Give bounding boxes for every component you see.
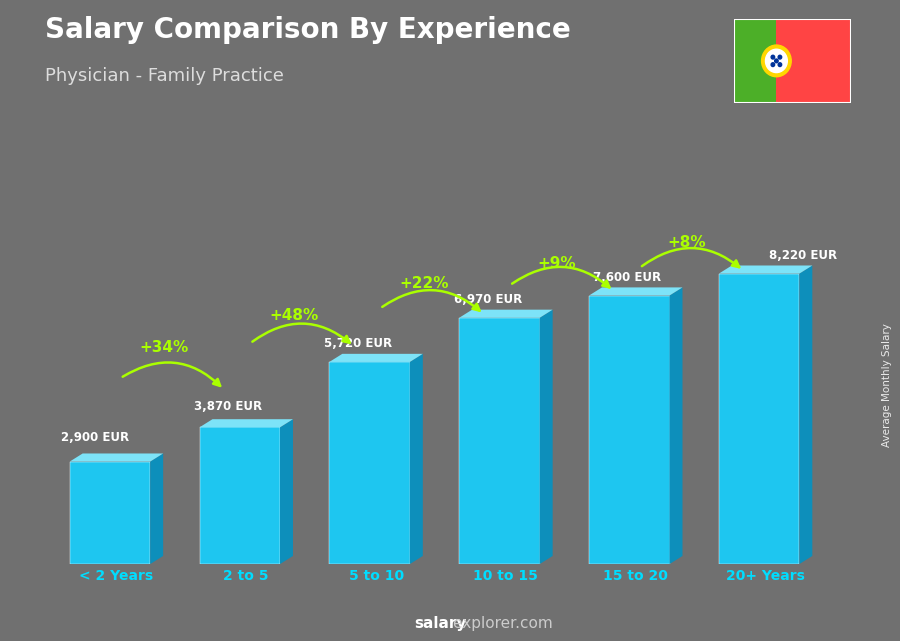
- Polygon shape: [280, 419, 293, 564]
- Text: < 2 Years: < 2 Years: [79, 569, 154, 583]
- Text: +9%: +9%: [537, 256, 576, 271]
- Text: 15 to 20: 15 to 20: [603, 569, 668, 583]
- Text: explorer.com: explorer.com: [414, 617, 553, 631]
- Circle shape: [778, 63, 782, 67]
- Text: 6,970 EUR: 6,970 EUR: [454, 293, 522, 306]
- Text: 3,870 EUR: 3,870 EUR: [194, 400, 263, 413]
- Polygon shape: [150, 453, 163, 564]
- Text: 8,220 EUR: 8,220 EUR: [770, 249, 838, 262]
- Text: 2 to 5: 2 to 5: [223, 569, 269, 583]
- Text: 5 to 10: 5 to 10: [348, 569, 403, 583]
- Polygon shape: [200, 428, 280, 564]
- Polygon shape: [589, 287, 682, 296]
- Text: salary: salary: [414, 617, 466, 631]
- Circle shape: [771, 63, 775, 67]
- Polygon shape: [459, 318, 540, 564]
- Polygon shape: [540, 310, 553, 564]
- Circle shape: [775, 59, 778, 63]
- Polygon shape: [799, 265, 813, 564]
- Text: Physician - Family Practice: Physician - Family Practice: [45, 67, 284, 85]
- Polygon shape: [719, 274, 799, 564]
- Text: 5,720 EUR: 5,720 EUR: [324, 337, 392, 351]
- Polygon shape: [589, 296, 670, 564]
- Text: 2,900 EUR: 2,900 EUR: [60, 431, 129, 444]
- Text: 20+ Years: 20+ Years: [726, 569, 805, 583]
- Text: 10 to 15: 10 to 15: [473, 569, 538, 583]
- Text: +34%: +34%: [140, 340, 189, 355]
- Polygon shape: [410, 354, 423, 564]
- Polygon shape: [777, 19, 850, 103]
- Circle shape: [778, 55, 782, 59]
- Polygon shape: [69, 453, 163, 462]
- Polygon shape: [329, 362, 410, 564]
- Circle shape: [766, 49, 788, 72]
- Polygon shape: [734, 19, 777, 103]
- Circle shape: [761, 45, 791, 77]
- Text: +48%: +48%: [270, 308, 319, 323]
- Polygon shape: [459, 310, 553, 318]
- Text: +8%: +8%: [667, 235, 706, 251]
- Text: 7,600 EUR: 7,600 EUR: [593, 271, 661, 284]
- Text: Average Monthly Salary: Average Monthly Salary: [881, 322, 892, 447]
- Circle shape: [771, 55, 775, 59]
- Polygon shape: [200, 419, 293, 428]
- Polygon shape: [719, 265, 813, 274]
- Polygon shape: [329, 354, 423, 362]
- Text: Salary Comparison By Experience: Salary Comparison By Experience: [45, 16, 571, 44]
- Polygon shape: [69, 462, 150, 564]
- Polygon shape: [670, 287, 682, 564]
- Text: +22%: +22%: [400, 276, 449, 291]
